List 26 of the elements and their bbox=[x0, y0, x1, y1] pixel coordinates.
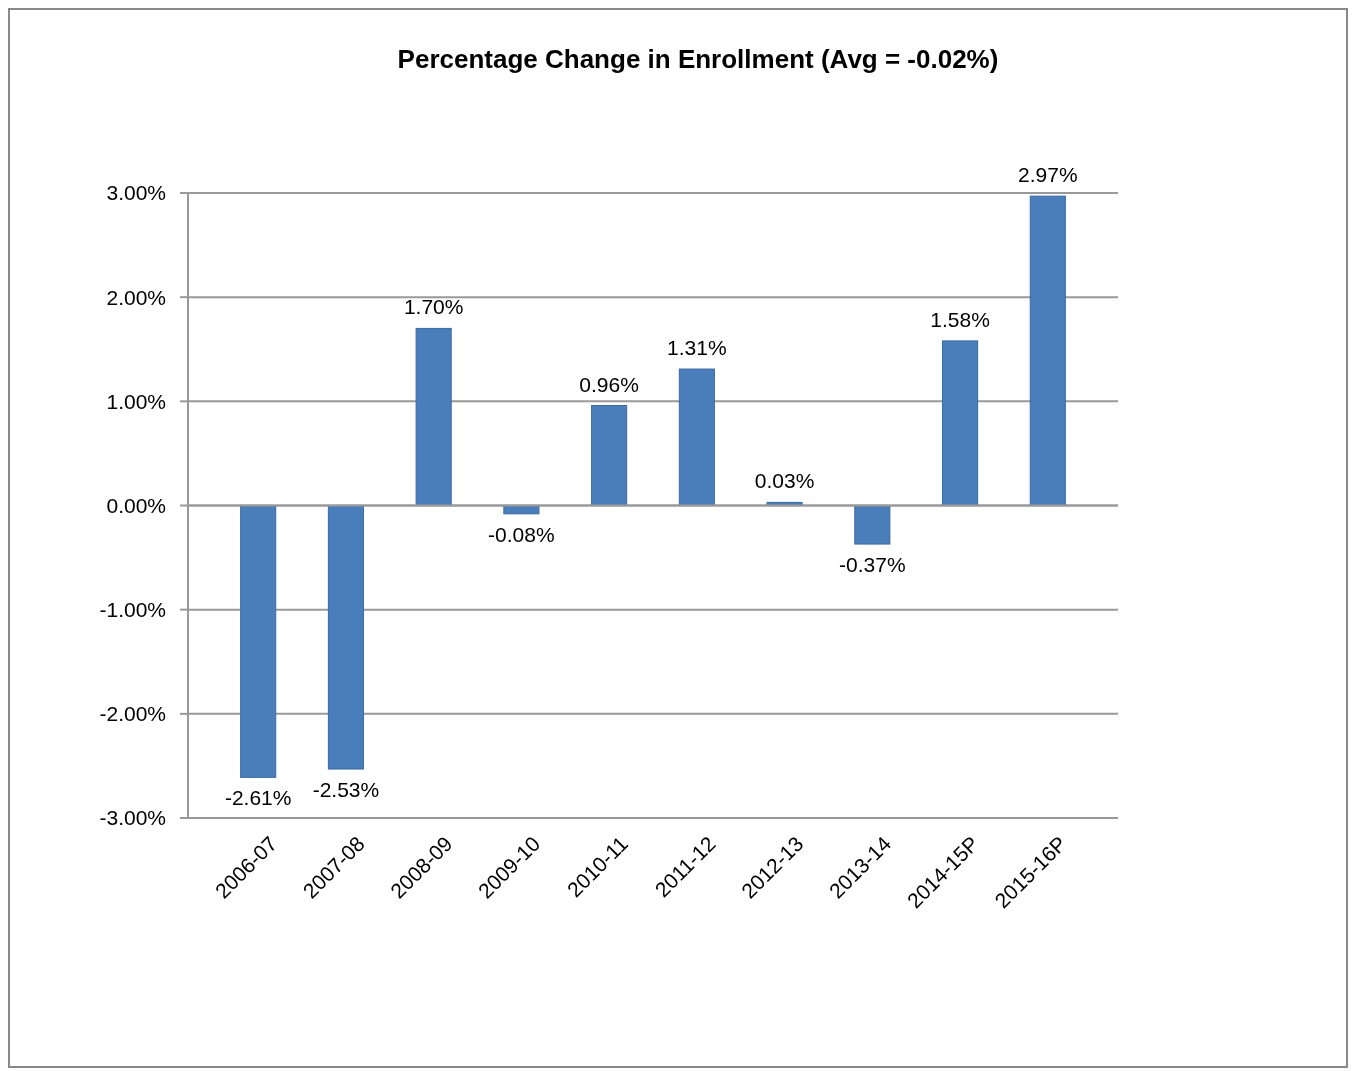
bar bbox=[942, 340, 979, 506]
y-tick-label: 0.00% bbox=[106, 493, 166, 517]
chart-title: Percentage Change in Enrollment (Avg = -0.02%) bbox=[397, 44, 999, 74]
bar bbox=[415, 327, 452, 506]
y-tick-label: -2.00% bbox=[99, 702, 166, 726]
bar bbox=[591, 405, 628, 506]
y-tick-label: 3.00% bbox=[106, 181, 166, 205]
data-label: 0.03% bbox=[754, 469, 815, 493]
y-tick-label: 2.00% bbox=[106, 285, 166, 309]
bar bbox=[1029, 195, 1066, 506]
data-label: 1.70% bbox=[403, 295, 464, 319]
data-label: 1.58% bbox=[930, 307, 990, 331]
data-label: 1.31% bbox=[667, 336, 727, 360]
y-tick-label: -1.00% bbox=[99, 598, 166, 622]
bar bbox=[240, 505, 277, 778]
data-label: -0.08% bbox=[488, 522, 555, 546]
data-label: -0.37% bbox=[839, 553, 906, 577]
bar bbox=[854, 505, 891, 545]
data-label: -2.53% bbox=[312, 778, 380, 802]
y-tick-label: 1.00% bbox=[106, 389, 166, 413]
bar bbox=[327, 505, 364, 770]
data-label: 2.97% bbox=[1018, 163, 1078, 187]
data-label: 0.96% bbox=[579, 372, 639, 396]
y-tick-label: -3.00% bbox=[99, 806, 166, 830]
data-label: -2.61% bbox=[224, 786, 292, 810]
bar bbox=[678, 368, 715, 506]
